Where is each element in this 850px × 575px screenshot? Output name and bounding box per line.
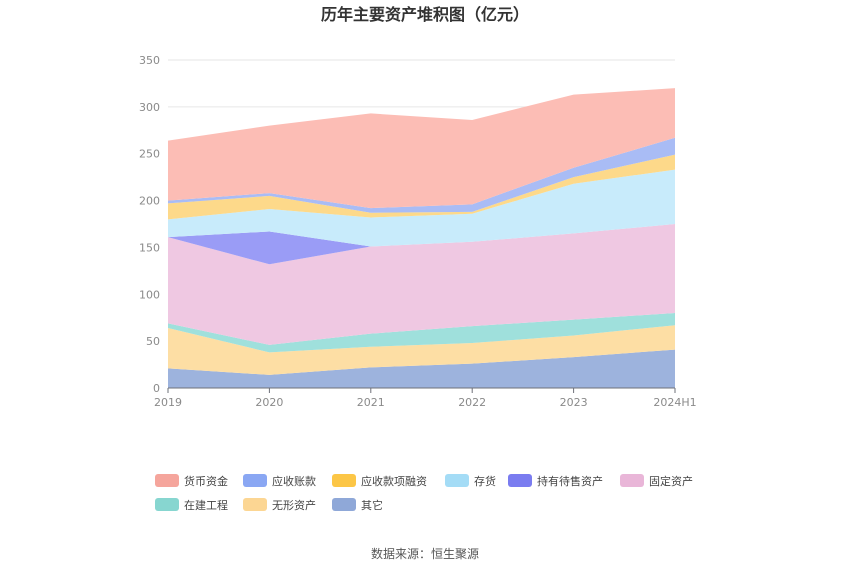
legend-label: 无形资产 [272, 498, 316, 512]
legend-item-无形资产[interactable]: 无形资产 [243, 498, 316, 512]
legend-swatch [332, 474, 356, 487]
y-tick-label: 300 [139, 101, 160, 114]
area-持有待售资产 [168, 224, 675, 265]
legend-item-在建工程[interactable]: 在建工程 [155, 498, 228, 512]
legend-swatch [155, 498, 179, 511]
area-应收款项融资 [168, 154, 675, 220]
y-tick-label: 0 [153, 382, 160, 395]
legend-swatch [332, 498, 356, 511]
legend-swatch [243, 498, 267, 511]
x-tick-label: 2024H1 [653, 396, 696, 409]
legend-item-应收账款[interactable]: 应收账款 [243, 474, 316, 488]
area-无形资产 [168, 325, 675, 375]
legend-label: 应收账款 [272, 474, 316, 488]
area-固定资产 [168, 224, 675, 345]
legend-item-其它[interactable]: 其它 [332, 498, 383, 512]
legend-item-存货[interactable]: 存货 [445, 474, 496, 488]
legend-item-应收款项融资[interactable]: 应收款项融资 [332, 474, 427, 488]
x-tick-label: 2021 [357, 396, 385, 409]
legend-label: 固定资产 [649, 474, 693, 488]
legend-label: 应收款项融资 [361, 474, 427, 488]
data-source: 数据来源：恒生聚源 [371, 546, 479, 561]
x-tick-label: 2019 [154, 396, 182, 409]
legend-item-持有待售资产[interactable]: 持有待售资产 [508, 474, 603, 488]
legend-label: 货币资金 [184, 474, 228, 488]
y-tick-label: 200 [139, 195, 160, 208]
legend-swatch [445, 474, 469, 487]
area-其它 [168, 349, 675, 388]
legend-swatch [620, 474, 644, 487]
area-在建工程 [168, 313, 675, 353]
legend-label: 其它 [361, 498, 383, 512]
y-tick-label: 350 [139, 54, 160, 67]
legend-label: 存货 [474, 474, 496, 488]
area-货币资金 [168, 88, 675, 209]
y-tick-label: 150 [139, 241, 160, 254]
area-series [168, 88, 675, 388]
legend-swatch [243, 474, 267, 487]
y-tick-label: 250 [139, 148, 160, 161]
axes: 0 50 100 150 200 250 300 350 2019 2020 2021 2022 202… [139, 54, 697, 409]
legend-swatch [155, 474, 179, 487]
legend-label: 在建工程 [184, 498, 228, 512]
y-tick-label: 100 [139, 288, 160, 301]
area-存货 [168, 169, 675, 247]
legend-item-固定资产[interactable]: 固定资产 [620, 474, 693, 488]
x-tick-label: 2022 [458, 396, 486, 409]
x-tick-label: 2020 [255, 396, 283, 409]
y-tick-label: 50 [146, 335, 160, 348]
chart-title: 历年主要资产堆积图（亿元） [321, 5, 529, 24]
legend-item-货币资金[interactable]: 货币资金 [155, 474, 228, 488]
legend-label: 持有待售资产 [537, 474, 603, 488]
area-应收账款 [168, 137, 675, 213]
x-tick-label: 2023 [560, 396, 588, 409]
legend-swatch [508, 474, 532, 487]
